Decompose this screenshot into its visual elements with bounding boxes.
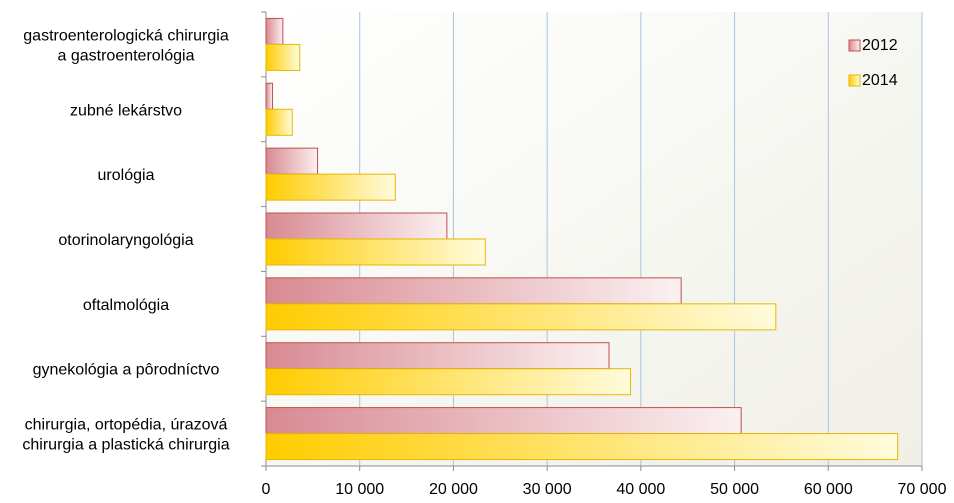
x-tick-label: 30 000 <box>523 481 572 498</box>
x-tick-label: 40 000 <box>616 481 665 498</box>
category-label: zubné lekárstvo <box>70 102 182 119</box>
bar-2012 <box>265 212 448 240</box>
bar-2014 <box>265 238 486 266</box>
bar-2012 <box>265 17 284 45</box>
bar-2014 <box>265 433 899 461</box>
bar-2012 <box>265 342 610 370</box>
x-tick-label: 10 000 <box>335 481 384 498</box>
category-label: urológia <box>98 167 155 184</box>
bar-2012 <box>265 407 742 435</box>
category-label: chirurgia, ortopédia, úrazová chirurgia a… <box>22 417 229 454</box>
x-tick-label: 50 000 <box>710 481 759 498</box>
category-label: gastroenterologická chirurgia a gastroent… <box>23 27 229 64</box>
x-tick-label: 0 <box>262 481 271 498</box>
x-tick-label: 70 000 <box>898 481 947 498</box>
bar-2014 <box>265 173 396 201</box>
legend-label-2012: 2012 <box>862 37 898 54</box>
bar-2014 <box>265 368 632 396</box>
bar-2012 <box>265 277 682 305</box>
legend-label-2014: 2014 <box>862 72 898 89</box>
legend-swatch-2014 <box>848 74 861 87</box>
bar-2012 <box>265 82 274 110</box>
x-tick-label: 60 000 <box>804 481 853 498</box>
legend-swatch-2012 <box>848 39 861 52</box>
category-label: gynekológia a pôrodníctvo <box>33 362 220 379</box>
x-tick-label: 20 000 <box>429 481 478 498</box>
bar-2012 <box>265 147 319 175</box>
bar-2014 <box>265 43 301 71</box>
bar-2014 <box>265 108 293 136</box>
category-label: oftalmológia <box>83 297 169 314</box>
category-label: otorinolaryngológia <box>58 232 193 249</box>
bar-2014 <box>265 303 777 331</box>
